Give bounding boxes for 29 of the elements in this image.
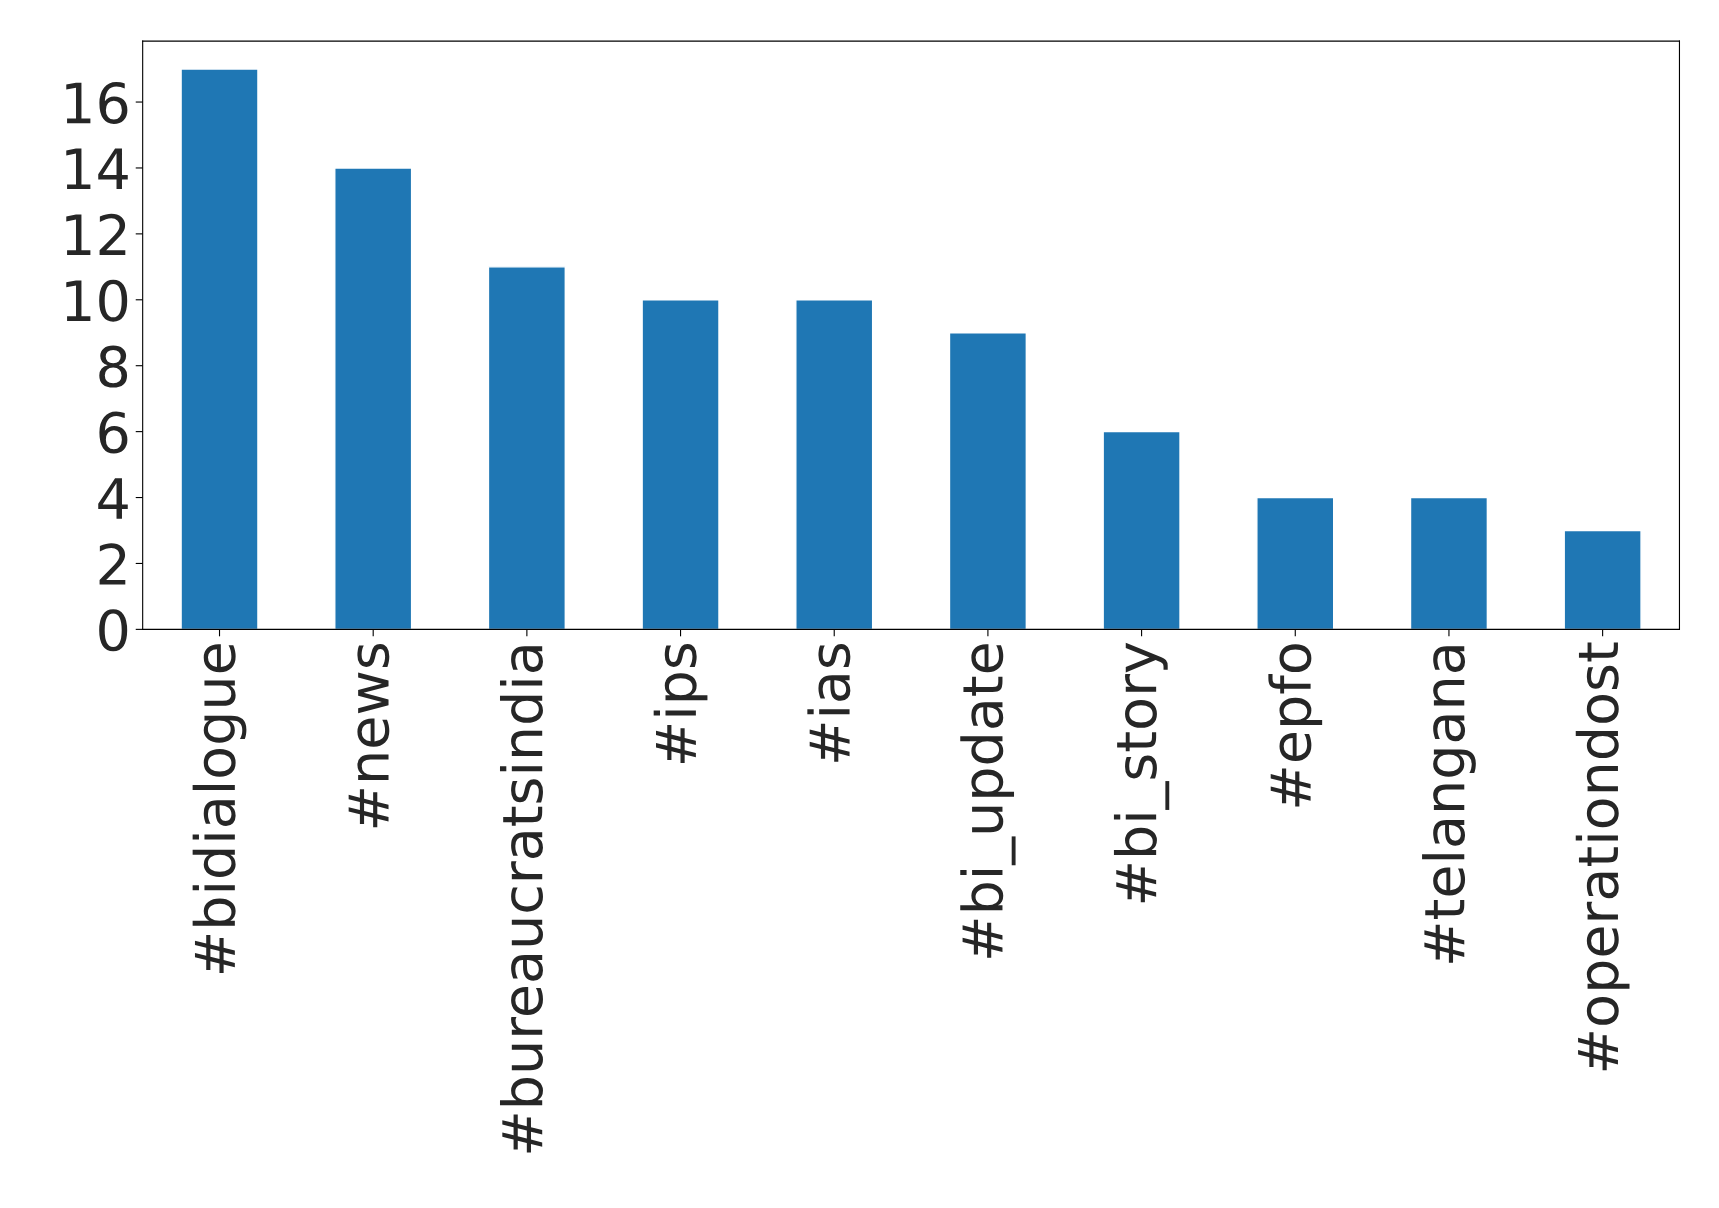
x-tick-label: #ias [807, 643, 851, 762]
y-tick-label: 0 [99, 609, 128, 652]
bar [1409, 496, 1489, 630]
y-tick-label: 8 [99, 345, 128, 388]
bar [1563, 529, 1642, 630]
bar [334, 167, 413, 630]
x-tick-label: #epfo [1268, 644, 1323, 807]
y-tick-label: 12 [66, 213, 126, 255]
x-tick-label: #operationdost [1575, 642, 1630, 1071]
x-tick-label: #telangana [1422, 646, 1476, 963]
x-tick-label: #bidialogue [192, 644, 247, 973]
y-tick-label: 2 [99, 543, 126, 585]
x-tick-label: #bi_story [1113, 642, 1170, 903]
y-tick-label: 10 [66, 279, 128, 322]
y-tick-label: 4 [98, 478, 128, 519]
y-tick-label: 16 [66, 81, 128, 124]
y-tick-label: 14 [66, 148, 128, 190]
y-tick-label: 6 [99, 411, 128, 454]
bar [487, 266, 566, 630]
bar [1102, 430, 1181, 630]
bar [180, 68, 259, 630]
bar [795, 299, 874, 630]
x-tick-label: #ips [653, 643, 708, 764]
x-tick-label: #bi_update [960, 644, 1016, 958]
bar [1256, 496, 1335, 630]
bar [948, 332, 1028, 630]
x-tick-label: #news [348, 643, 390, 828]
x-tick-label: #bureaucratsindia [499, 646, 543, 1153]
bar [641, 299, 720, 630]
